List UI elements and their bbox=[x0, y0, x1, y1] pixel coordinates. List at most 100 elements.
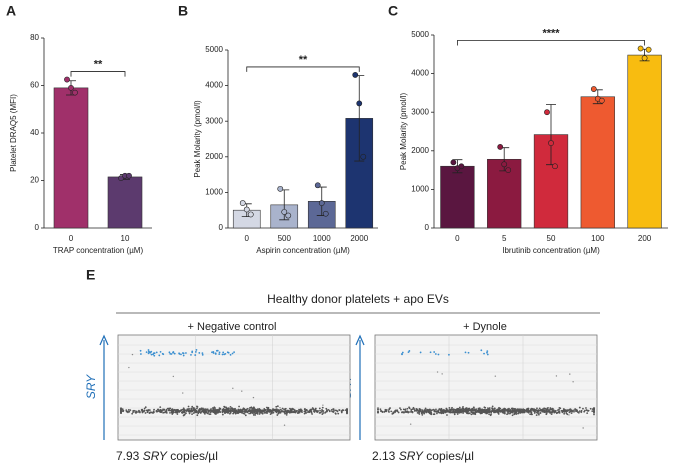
droplet bbox=[213, 410, 216, 412]
droplet bbox=[480, 349, 483, 352]
droplet bbox=[515, 409, 518, 411]
droplet bbox=[531, 410, 533, 412]
droplet bbox=[211, 409, 213, 412]
droplet bbox=[169, 407, 172, 410]
y-tick-label: 0 bbox=[425, 223, 430, 232]
droplet bbox=[391, 412, 394, 415]
droplet bbox=[421, 411, 424, 413]
droplet bbox=[155, 409, 158, 412]
droplet bbox=[577, 411, 580, 414]
droplet bbox=[593, 413, 595, 416]
droplet bbox=[278, 410, 280, 413]
droplet bbox=[191, 413, 193, 416]
droplet bbox=[215, 349, 218, 352]
droplet bbox=[411, 408, 414, 411]
droplet bbox=[181, 352, 184, 354]
droplet bbox=[193, 409, 196, 412]
droplet bbox=[511, 414, 514, 417]
droplet bbox=[564, 409, 566, 412]
caption: 2.13 SRY copies/µl bbox=[372, 449, 474, 463]
droplet bbox=[504, 410, 506, 412]
droplet bbox=[377, 410, 379, 413]
droplet bbox=[239, 409, 242, 412]
droplet bbox=[226, 351, 229, 354]
droplet bbox=[562, 410, 565, 412]
droplet bbox=[549, 411, 552, 413]
data-point bbox=[356, 100, 363, 107]
droplet bbox=[186, 409, 189, 412]
droplet bbox=[491, 409, 494, 412]
significance-bracket bbox=[457, 40, 645, 46]
data-point bbox=[318, 200, 325, 206]
droplet bbox=[462, 408, 465, 411]
droplet bbox=[326, 409, 329, 412]
droplet bbox=[275, 405, 278, 408]
droplet bbox=[491, 405, 494, 408]
droplet bbox=[551, 407, 554, 410]
droplet bbox=[131, 353, 134, 356]
droplet bbox=[443, 410, 446, 413]
droplet bbox=[515, 410, 518, 413]
droplet bbox=[412, 406, 415, 409]
droplet bbox=[170, 353, 173, 355]
droplet bbox=[150, 353, 153, 356]
droplet bbox=[207, 410, 210, 412]
y-axis-label: Platelet DRAQ5 (MFI) bbox=[9, 94, 18, 172]
droplet bbox=[545, 412, 548, 415]
droplet bbox=[485, 409, 488, 411]
droplet bbox=[265, 410, 268, 413]
droplet bbox=[120, 410, 122, 413]
x-tick-label: 0 bbox=[455, 234, 460, 243]
droplet bbox=[291, 407, 294, 410]
y-tick-label: 1000 bbox=[411, 185, 429, 194]
droplet bbox=[526, 411, 529, 413]
droplet bbox=[437, 353, 440, 356]
droplet bbox=[465, 411, 468, 414]
droplet bbox=[279, 406, 281, 409]
droplet bbox=[139, 411, 141, 414]
bar bbox=[580, 96, 615, 229]
bar bbox=[53, 87, 89, 229]
droplet bbox=[150, 411, 153, 414]
droplet bbox=[539, 409, 541, 412]
droplet bbox=[338, 409, 341, 412]
droplet bbox=[127, 409, 130, 411]
droplet bbox=[483, 352, 485, 355]
droplet bbox=[569, 373, 571, 375]
droplet bbox=[460, 411, 462, 414]
droplet bbox=[279, 411, 282, 414]
droplet bbox=[155, 351, 158, 354]
droplet bbox=[529, 413, 532, 416]
droplet bbox=[434, 353, 437, 355]
droplet bbox=[288, 410, 291, 413]
droplet bbox=[262, 410, 265, 413]
data-point bbox=[352, 72, 359, 78]
droplet bbox=[419, 409, 422, 412]
droplet bbox=[165, 411, 167, 414]
droplet bbox=[430, 411, 432, 414]
droplet bbox=[184, 409, 187, 412]
droplet bbox=[442, 411, 444, 414]
panel-title: Healthy donor platelets + apo EVs bbox=[267, 292, 449, 306]
droplet bbox=[248, 407, 251, 409]
droplet bbox=[194, 351, 197, 353]
droplet bbox=[129, 409, 132, 412]
droplet bbox=[325, 407, 328, 410]
droplet bbox=[222, 351, 225, 354]
droplet bbox=[183, 414, 186, 416]
droplet bbox=[163, 409, 166, 411]
data-point bbox=[544, 109, 550, 116]
droplet bbox=[292, 410, 295, 413]
droplet bbox=[448, 407, 451, 409]
droplet bbox=[387, 410, 390, 412]
droplet bbox=[172, 411, 175, 414]
droplet bbox=[221, 410, 224, 413]
droplet bbox=[132, 409, 135, 412]
droplet bbox=[458, 411, 461, 413]
droplet bbox=[477, 408, 480, 411]
droplet bbox=[483, 409, 486, 412]
droplet bbox=[221, 353, 224, 356]
droplet bbox=[520, 411, 522, 414]
bar bbox=[627, 54, 662, 229]
